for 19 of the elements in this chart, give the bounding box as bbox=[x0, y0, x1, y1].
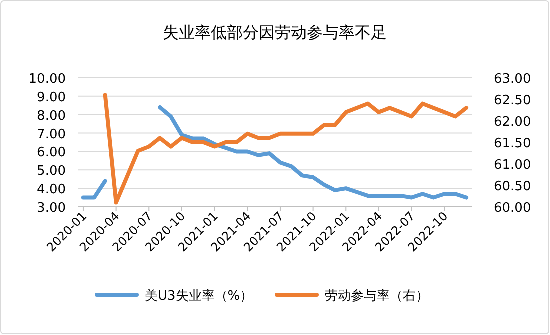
y2-tick-label: 60.50 bbox=[494, 180, 532, 194]
y-tick-label: 5.00 bbox=[37, 164, 66, 180]
y2-tick-label: 62.00 bbox=[494, 115, 532, 130]
y2-tick-label: 62.50 bbox=[494, 94, 532, 108]
legend-label: 劳动参与率（右） bbox=[325, 288, 429, 304]
y-tick-label: 6.00 bbox=[37, 146, 66, 161]
y-tick-label: 10.00 bbox=[28, 72, 66, 87]
y-tick-label: 9.00 bbox=[37, 90, 66, 106]
y-tick-label: 7.00 bbox=[37, 127, 66, 142]
y2-tick-label: 63.00 bbox=[494, 72, 532, 87]
line-series bbox=[103, 93, 469, 205]
chart-title: 失业率低部分因劳动参与率不足 bbox=[163, 23, 387, 42]
legend-label: 美U3失业率（%） bbox=[145, 288, 254, 304]
y-tick-label: 4.00 bbox=[37, 182, 66, 198]
y2-tick-label: 61.00 bbox=[494, 158, 532, 173]
y2-tick-label: 60.00 bbox=[494, 201, 532, 216]
y-tick-label: 8.00 bbox=[37, 108, 66, 124]
y2-tick-label: 61.50 bbox=[494, 136, 532, 152]
y-tick-label: 3.00 bbox=[37, 201, 66, 216]
